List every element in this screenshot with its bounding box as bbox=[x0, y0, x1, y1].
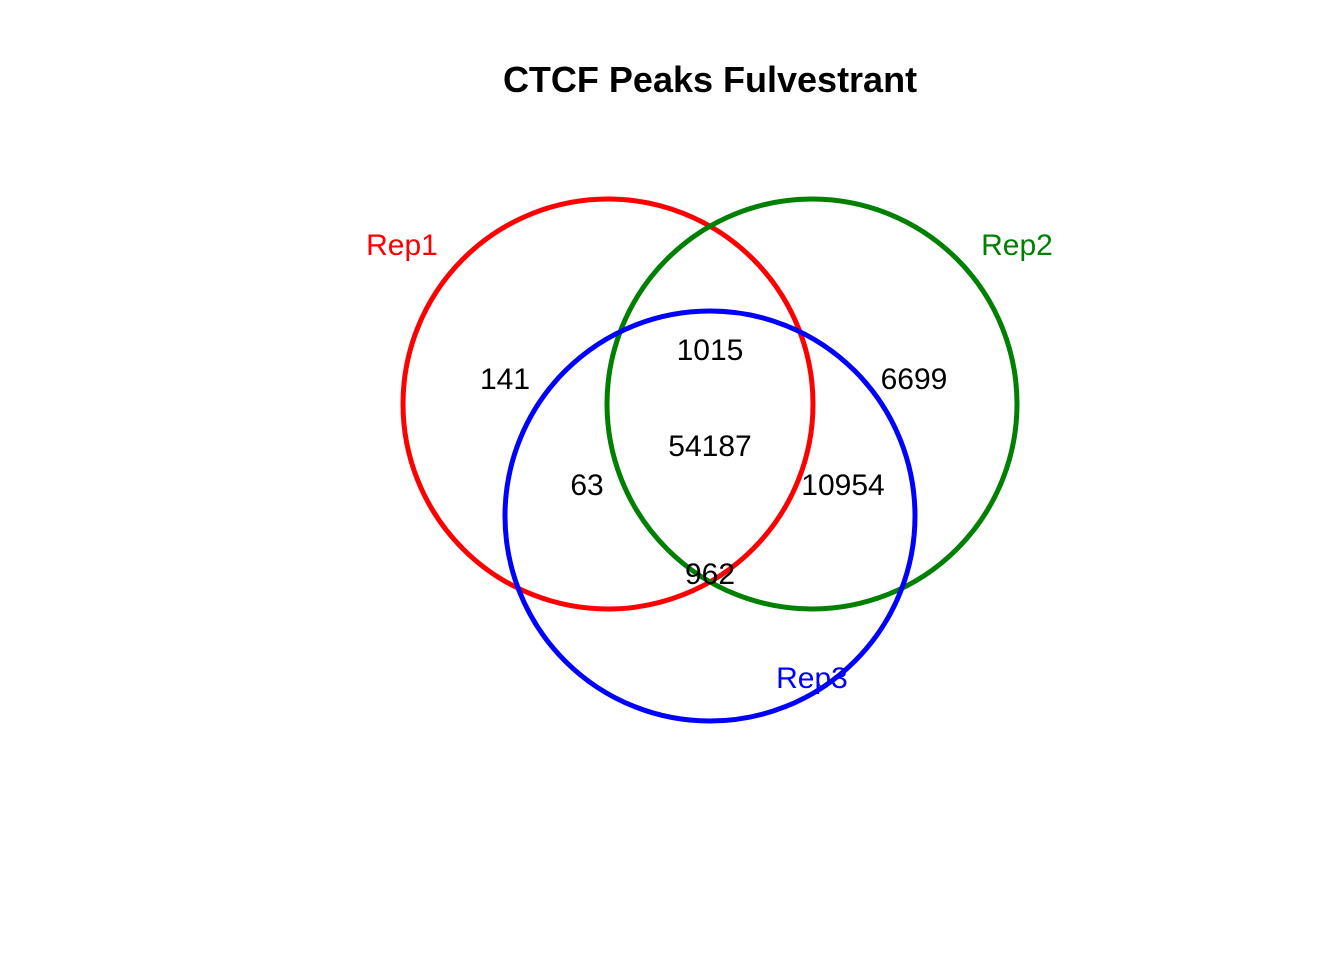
rep2-rep3-count: 10954 bbox=[801, 469, 884, 502]
rep2-circle bbox=[604, 196, 1020, 612]
rep1-rep2-count: 1015 bbox=[677, 334, 744, 367]
rep3-circle bbox=[502, 308, 918, 724]
rep3-label: Rep3 bbox=[776, 662, 848, 695]
rep1-rep3-count: 63 bbox=[570, 469, 603, 502]
rep1-label: Rep1 bbox=[366, 229, 438, 262]
rep1-only-count: 141 bbox=[480, 363, 530, 396]
rep2-only-count: 6699 bbox=[881, 363, 948, 396]
all-three-count: 54187 bbox=[668, 430, 751, 463]
rep2-label: Rep2 bbox=[981, 229, 1053, 262]
rep1-circle bbox=[400, 196, 816, 612]
diagram-title: CTCF Peaks Fulvestrant bbox=[503, 59, 917, 100]
rep3-only-count: 962 bbox=[685, 558, 735, 591]
